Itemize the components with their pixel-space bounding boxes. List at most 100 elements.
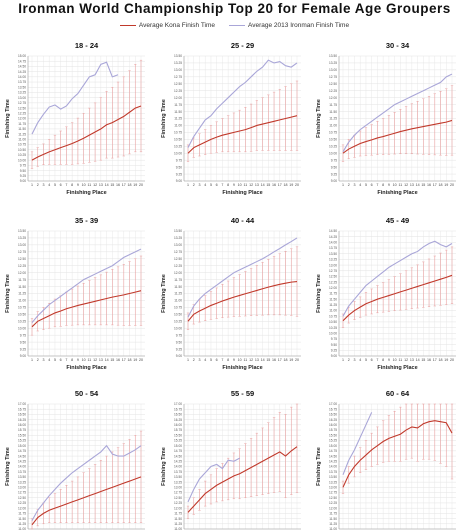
x-tick-label: 5	[54, 358, 56, 362]
x-axis-label: Finishing Place	[222, 190, 262, 196]
chart-panel-2: 25 - 29 9.00 9.25 9.50 9.75 10.00 10.25 10.50 10…	[161, 41, 301, 196]
y-tick-label: 9.50	[176, 165, 182, 169]
y-tick-label: 16.50	[329, 413, 337, 417]
x-tick-label: 13	[99, 358, 103, 362]
y-tick-label: 15.75	[18, 428, 26, 432]
y-tick-label: 10.25	[174, 144, 182, 148]
y-tick-label: 9.75	[176, 333, 182, 337]
x-tick-label: 14	[261, 183, 265, 187]
x-tick-label: 13	[255, 183, 259, 187]
x-tick-label: 14	[261, 358, 265, 362]
y-tick-label: 14.25	[329, 235, 337, 239]
y-tick-label: 10.00	[18, 326, 26, 330]
x-axis-label: Finishing Place	[222, 365, 262, 371]
y-axis-label: Finishing Time	[5, 447, 11, 486]
x-tick-label: 11	[88, 183, 92, 187]
y-tick-label: 13.00	[174, 243, 182, 247]
y-tick-label: 12.25	[18, 264, 26, 268]
y-tick-label: 12.25	[329, 280, 337, 284]
x-axis-label: Finishing Place	[66, 365, 106, 371]
y-tick-label: 10.50	[18, 313, 26, 317]
y-tick-label: 12.25	[174, 89, 182, 93]
chart-panel-3: 30 - 34 9.00 9.25 9.50 9.75 10.00 10.25 10.50 10…	[316, 41, 456, 196]
y-tick-label: 13.50	[174, 475, 182, 479]
y-tick-label: 11.75	[18, 122, 26, 126]
y-tick-label: 10.50	[329, 138, 337, 142]
y-tick-label: 11.25	[18, 522, 26, 526]
y-axis-label: Finishing Time	[161, 447, 167, 486]
y-tick-label: 11.00	[18, 527, 26, 530]
x-tick-label: 16	[272, 183, 276, 187]
x-tick-label: 3	[198, 183, 200, 187]
y-tick-label: 9.00	[20, 179, 26, 183]
y-tick-label: 10.25	[18, 319, 26, 323]
y-tick-label: 13.50	[329, 475, 337, 479]
y-tick-label: 12.00	[329, 506, 337, 510]
y-tick-label: 13.75	[174, 470, 182, 474]
x-tick-label: 13	[255, 358, 259, 362]
chart-title: 60 - 64	[386, 389, 410, 398]
x-tick-label: 14	[105, 183, 109, 187]
y-tick-label: 12.75	[174, 75, 182, 79]
x-tick-label: 4	[359, 183, 361, 187]
y-tick-label: 14.25	[18, 70, 26, 74]
y-tick-label: 15.50	[174, 433, 182, 437]
x-tick-label: 7	[65, 183, 67, 187]
x-tick-label: 11	[399, 183, 403, 187]
y-tick-label: 13.50	[174, 54, 182, 58]
y-tick-label: 13.25	[174, 480, 182, 484]
y-tick-label: 10.75	[174, 131, 182, 135]
x-tick-label: 18	[439, 183, 443, 187]
y-tick-label: 14.75	[329, 449, 337, 453]
x-tick-label: 11	[244, 358, 248, 362]
y-tick-label: 11.25	[174, 292, 182, 296]
x-tick-label: 3	[198, 358, 200, 362]
y-tick-label: 11.50	[329, 297, 337, 301]
chart-title: 50 - 54	[75, 389, 99, 398]
x-tick-label: 15	[421, 183, 425, 187]
y-tick-label: 12.50	[329, 82, 337, 86]
y-tick-label: 11.75	[18, 512, 26, 516]
x-tick-label: 4	[48, 183, 50, 187]
y-tick-label: 10.50	[18, 148, 26, 152]
legend-item-kona: Average Kona Finish Time	[119, 22, 216, 29]
x-tick-label: 8	[71, 183, 73, 187]
legend-label-kona: Average Kona Finish Time	[138, 22, 216, 29]
x-tick-label: 1	[31, 358, 33, 362]
y-tick-label: 10.75	[329, 131, 337, 135]
y-tick-label: 16.00	[18, 423, 26, 427]
y-tick-label: 14.50	[329, 229, 337, 233]
series-line-ironman	[31, 444, 142, 521]
y-tick-label: 11.00	[174, 124, 182, 128]
x-tick-label: 3	[42, 358, 44, 362]
x-tick-label: 16	[427, 183, 431, 187]
y-tick-label: 9.75	[20, 164, 26, 168]
x-tick-label: 7	[376, 183, 378, 187]
y-tick-label: 12.25	[329, 501, 337, 505]
x-tick-label: 10	[393, 183, 397, 187]
x-tick-label: 18	[439, 358, 443, 362]
y-axis-label: Finishing Time	[316, 274, 322, 313]
series-line-kona	[342, 119, 453, 154]
x-tick-label: 15	[421, 358, 425, 362]
x-tick-label: 19	[289, 358, 293, 362]
y-tick-label: 13.25	[174, 236, 182, 240]
y-tick-label: 14.50	[18, 454, 26, 458]
series-line-kona	[187, 446, 298, 513]
y-tick-label: 11.75	[18, 278, 26, 282]
x-tick-label: 1	[31, 183, 33, 187]
chart-title: 35 - 39	[75, 216, 98, 225]
chart-title: 25 - 29	[231, 41, 254, 50]
x-tick-label: 16	[116, 358, 120, 362]
x-tick-label: 12	[404, 358, 408, 362]
chart-panel-1: 18 - 249.009.259.509.7510.0010.2510.5010…	[5, 41, 145, 196]
x-tick-label: 1	[342, 183, 344, 187]
y-tick-label: 13.25	[329, 61, 337, 65]
y-tick-label: 12.75	[174, 250, 182, 254]
chart-title: 45 - 49	[386, 216, 409, 225]
y-tick-label: 13.00	[18, 486, 26, 490]
x-tick-label: 4	[204, 358, 206, 362]
y-tick-label: 15.00	[329, 444, 337, 448]
y-tick-label: 11.25	[174, 117, 182, 121]
x-tick-label: 15	[110, 183, 114, 187]
